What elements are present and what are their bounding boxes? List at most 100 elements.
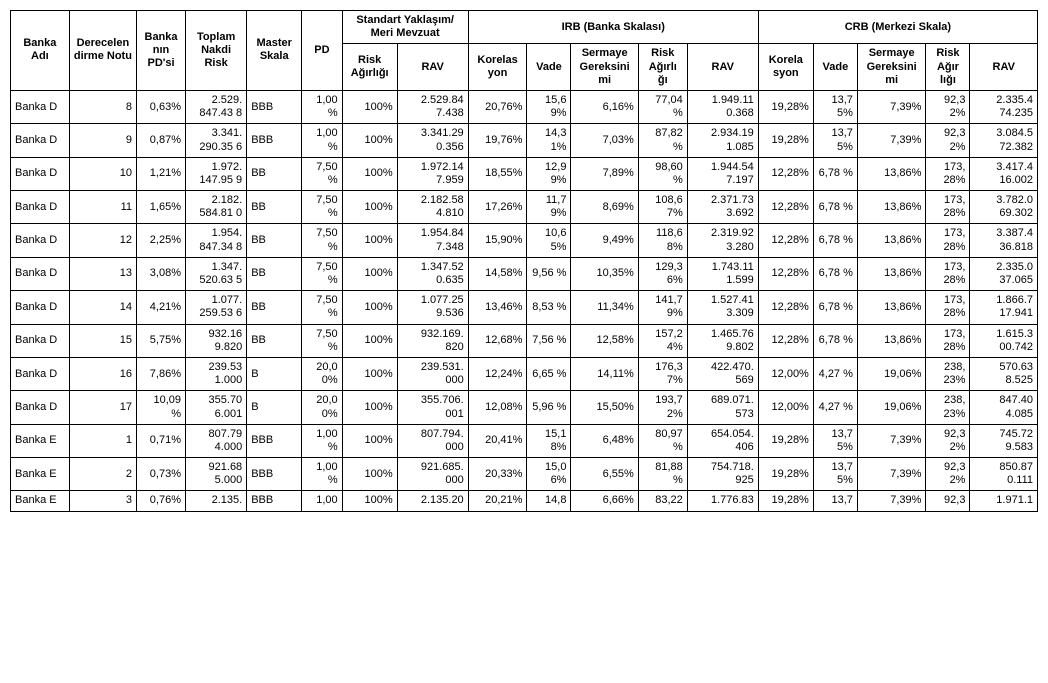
cell-pdsi: 1,21% — [137, 157, 186, 190]
cell-pdsi: 0,63% — [137, 90, 186, 123]
cell-master: B — [247, 391, 302, 424]
cell-sermaye-crb: 13,86% — [857, 224, 926, 257]
cell-rav: 807.794. 000 — [397, 424, 468, 457]
cell-risk-agir-crb: 92,3 — [926, 491, 970, 511]
cell-risk-agirligi: 100% — [342, 491, 397, 511]
cell-korela-crb: 12,28% — [758, 157, 813, 190]
cell-vade-crb: 6,78 % — [813, 157, 857, 190]
cell-master: BB — [247, 324, 302, 357]
cell-derece: 3 — [69, 491, 136, 511]
cell-derece: 2 — [69, 458, 136, 491]
header-pd: PD — [302, 11, 342, 91]
header-rav: RAV — [397, 44, 468, 91]
cell-rav-crb: 1.615.3 00.742 — [970, 324, 1038, 357]
cell-vade-crb: 13,7 5% — [813, 424, 857, 457]
cell-risk-agirligi-irb: 87,82 % — [638, 124, 687, 157]
table-row: Banka D80,63%2.529. 847.43 8BBB1,00 %100… — [11, 90, 1038, 123]
cell-rav-crb: 2.335.0 37.065 — [970, 257, 1038, 290]
cell-rav-irb: 1.743.11 1.599 — [687, 257, 758, 290]
cell-rav: 2.182.58 4.810 — [397, 191, 468, 224]
cell-vade-crb: 6,78 % — [813, 291, 857, 324]
cell-rav-irb: 1.949.11 0.368 — [687, 90, 758, 123]
cell-vade: 12,9 9% — [527, 157, 571, 190]
cell-vade-crb: 6,78 % — [813, 324, 857, 357]
cell-derece: 14 — [69, 291, 136, 324]
risk-table: Banka Adı Derecelen dirme Notu Banka nın… — [10, 10, 1038, 512]
cell-risk-agirligi: 100% — [342, 191, 397, 224]
cell-toplam: 1.972. 147.95 9 — [186, 157, 247, 190]
cell-risk-agir-crb: 92,3 2% — [926, 458, 970, 491]
cell-risk-agirligi-irb: 129,3 6% — [638, 257, 687, 290]
cell-rav-crb: 745.72 9.583 — [970, 424, 1038, 457]
header-banka-adi: Banka Adı — [11, 11, 70, 91]
header-pdsi: Banka nın PD'si — [137, 11, 186, 91]
cell-banka: Banka D — [11, 291, 70, 324]
cell-risk-agirligi: 100% — [342, 90, 397, 123]
cell-sermaye-crb: 7,39% — [857, 458, 926, 491]
cell-korela-crb: 12,28% — [758, 291, 813, 324]
cell-sermaye: 15,50% — [571, 391, 638, 424]
cell-rav-crb: 3.417.4 16.002 — [970, 157, 1038, 190]
cell-korelasyon: 12,08% — [468, 391, 527, 424]
cell-pd: 7,50 % — [302, 157, 342, 190]
table-row: Banka D111,65%2.182. 584.81 0BB7,50 %100… — [11, 191, 1038, 224]
cell-banka: Banka E — [11, 424, 70, 457]
cell-vade: 15,6 9% — [527, 90, 571, 123]
cell-toplam: 1.077. 259.53 6 — [186, 291, 247, 324]
cell-rav: 932.169. 820 — [397, 324, 468, 357]
header-sermaye: Sermaye Gereksini mi — [571, 44, 638, 91]
cell-risk-agir-crb: 173, 28% — [926, 324, 970, 357]
cell-rav-crb: 3.084.5 72.382 — [970, 124, 1038, 157]
table-row: Banka D133,08%1.347. 520.63 5BB7,50 %100… — [11, 257, 1038, 290]
cell-master: BBB — [247, 424, 302, 457]
cell-vade-crb: 4,27 % — [813, 391, 857, 424]
cell-pdsi: 0,71% — [137, 424, 186, 457]
cell-rav-irb: 654.054. 406 — [687, 424, 758, 457]
cell-korelasyon: 12,24% — [468, 357, 527, 390]
header-crb: CRB (Merkezi Skala) — [758, 11, 1037, 44]
cell-rav: 1.954.84 7.348 — [397, 224, 468, 257]
cell-rav-irb: 2.319.92 3.280 — [687, 224, 758, 257]
cell-risk-agir-crb: 173, 28% — [926, 157, 970, 190]
header-vade: Vade — [527, 44, 571, 91]
cell-vade-crb: 6,78 % — [813, 224, 857, 257]
cell-sermaye-crb: 13,86% — [857, 191, 926, 224]
cell-rav: 2.529.84 7.438 — [397, 90, 468, 123]
cell-derece: 17 — [69, 391, 136, 424]
header-risk-agirligi: Risk Ağırlığı — [342, 44, 397, 91]
cell-pdsi: 3,08% — [137, 257, 186, 290]
cell-pd: 7,50 % — [302, 257, 342, 290]
cell-rav-irb: 689.071. 573 — [687, 391, 758, 424]
cell-derece: 11 — [69, 191, 136, 224]
cell-korela-crb: 19,28% — [758, 491, 813, 511]
cell-korelasyon: 20,33% — [468, 458, 527, 491]
cell-vade: 8,53 % — [527, 291, 571, 324]
cell-pd: 1,00 % — [302, 90, 342, 123]
cell-master: BB — [247, 224, 302, 257]
cell-korelasyon: 20,41% — [468, 424, 527, 457]
cell-risk-agirligi-irb: 83,22 — [638, 491, 687, 511]
cell-risk-agirligi: 100% — [342, 424, 397, 457]
header-korelasyon: Korelas yon — [468, 44, 527, 91]
cell-rav-irb: 1.944.54 7.197 — [687, 157, 758, 190]
cell-derece: 12 — [69, 224, 136, 257]
cell-pd: 1,00 % — [302, 424, 342, 457]
cell-toplam: 807.79 4.000 — [186, 424, 247, 457]
table-row: Banka D1710,09 %355.70 6.001B20,0 0%100%… — [11, 391, 1038, 424]
cell-korelasyon: 17,26% — [468, 191, 527, 224]
cell-risk-agir-crb: 173, 28% — [926, 224, 970, 257]
cell-risk-agirligi: 100% — [342, 224, 397, 257]
cell-sermaye: 10,35% — [571, 257, 638, 290]
cell-sermaye-crb: 7,39% — [857, 124, 926, 157]
cell-korelasyon: 18,55% — [468, 157, 527, 190]
cell-toplam: 1.954. 847.34 8 — [186, 224, 247, 257]
cell-master: B — [247, 357, 302, 390]
cell-korela-crb: 12,28% — [758, 191, 813, 224]
cell-rav-irb: 1.465.76 9.802 — [687, 324, 758, 357]
cell-vade-crb: 6,78 % — [813, 257, 857, 290]
cell-rav: 1.347.52 0.635 — [397, 257, 468, 290]
cell-korelasyon: 13,46% — [468, 291, 527, 324]
cell-sermaye-crb: 7,39% — [857, 491, 926, 511]
cell-master: BBB — [247, 458, 302, 491]
cell-banka: Banka D — [11, 157, 70, 190]
